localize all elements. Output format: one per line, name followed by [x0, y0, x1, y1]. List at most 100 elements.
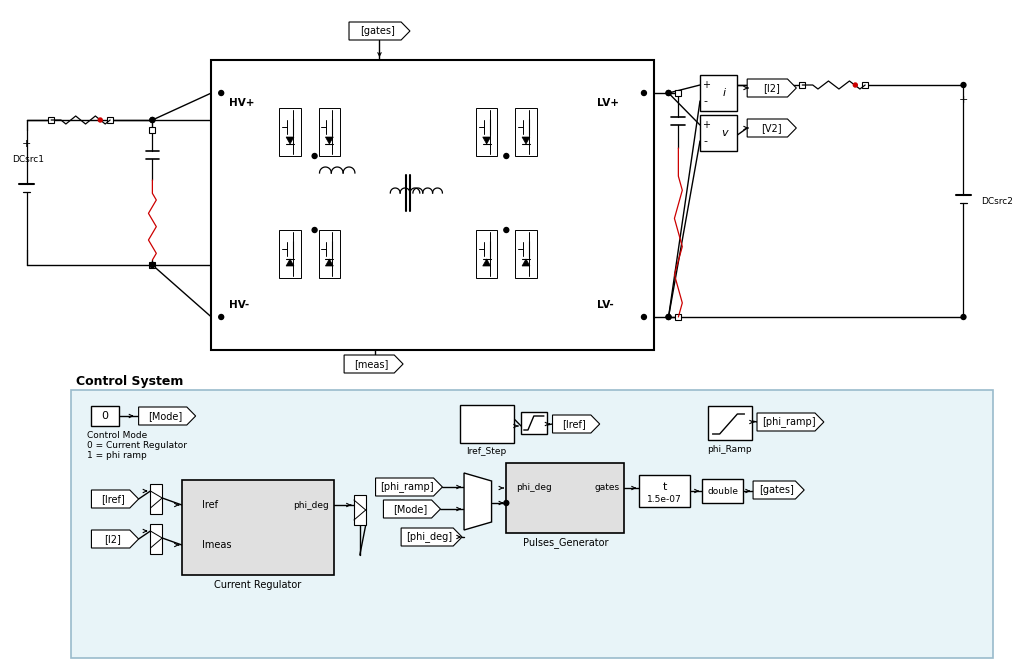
Circle shape	[312, 227, 317, 232]
Text: [V2]: [V2]	[762, 123, 782, 133]
Text: +: +	[702, 80, 710, 90]
Bar	[516, 108, 537, 156]
Bar	[212, 60, 654, 350]
Bar	[151, 484, 163, 514]
Circle shape	[853, 83, 857, 87]
Text: [phi_ramp]: [phi_ramp]	[762, 417, 816, 427]
Bar	[280, 230, 301, 278]
Circle shape	[219, 91, 224, 95]
Text: [phi_deg]: [phi_deg]	[407, 531, 453, 542]
Circle shape	[503, 227, 508, 232]
Bar	[639, 475, 691, 507]
Polygon shape	[92, 490, 138, 508]
Text: HV+: HV+	[229, 98, 254, 108]
Circle shape	[642, 91, 647, 95]
Polygon shape	[383, 500, 440, 518]
Circle shape	[666, 315, 671, 319]
Bar	[700, 115, 737, 151]
Polygon shape	[401, 528, 462, 546]
Polygon shape	[483, 137, 490, 144]
Text: [Mode]: [Mode]	[148, 411, 182, 421]
Polygon shape	[483, 259, 490, 266]
Bar	[476, 230, 497, 278]
Circle shape	[642, 315, 647, 319]
Circle shape	[149, 262, 155, 268]
Bar	[708, 406, 753, 440]
Circle shape	[961, 315, 966, 319]
Text: Control System: Control System	[75, 376, 183, 389]
Polygon shape	[375, 478, 442, 496]
Bar	[318, 230, 340, 278]
Bar	[460, 405, 515, 443]
Text: +: +	[959, 95, 968, 105]
Text: +: +	[21, 139, 32, 149]
Text: [Mode]: [Mode]	[393, 504, 427, 514]
Polygon shape	[522, 259, 530, 266]
Polygon shape	[325, 137, 334, 144]
Polygon shape	[753, 481, 804, 499]
Polygon shape	[757, 413, 824, 431]
Text: phi_deg: phi_deg	[294, 501, 330, 509]
Text: [gates]: [gates]	[760, 485, 794, 495]
Text: gates: gates	[594, 484, 619, 493]
Circle shape	[312, 154, 317, 158]
Text: [I2]: [I2]	[764, 83, 780, 93]
Text: [I2]: [I2]	[105, 534, 121, 544]
Polygon shape	[552, 415, 600, 433]
Polygon shape	[325, 259, 334, 266]
Polygon shape	[747, 79, 796, 97]
Bar	[675, 314, 681, 320]
Text: Pulses_Generator: Pulses_Generator	[523, 537, 608, 548]
Circle shape	[503, 154, 508, 158]
Text: -: -	[704, 136, 708, 146]
Polygon shape	[138, 407, 195, 425]
Bar	[799, 82, 805, 88]
Circle shape	[666, 315, 671, 319]
Text: DCsrc1: DCsrc1	[12, 156, 44, 164]
Text: phi_deg: phi_deg	[517, 484, 552, 493]
Text: [gates]: [gates]	[360, 26, 395, 36]
Bar	[92, 406, 119, 426]
Circle shape	[149, 117, 155, 123]
Polygon shape	[349, 22, 410, 40]
Circle shape	[666, 91, 671, 95]
Bar	[318, 108, 340, 156]
Text: 0: 0	[102, 411, 109, 421]
Text: [Iref]: [Iref]	[562, 419, 586, 429]
Bar	[700, 75, 737, 111]
Polygon shape	[747, 119, 796, 137]
Bar	[702, 479, 743, 503]
Bar	[516, 230, 537, 278]
Bar	[182, 480, 335, 575]
Text: -: -	[704, 96, 708, 106]
Bar	[149, 127, 156, 133]
Circle shape	[503, 501, 508, 505]
Bar	[280, 108, 301, 156]
Circle shape	[219, 315, 224, 319]
Text: 1.5e-07: 1.5e-07	[647, 495, 682, 505]
Text: Iref_Step: Iref_Step	[467, 448, 506, 456]
Text: HV-: HV-	[229, 300, 249, 310]
Text: Iref: Iref	[201, 500, 218, 510]
Text: double: double	[707, 486, 738, 495]
Circle shape	[99, 118, 103, 122]
Bar	[675, 90, 681, 96]
Circle shape	[149, 262, 155, 268]
Text: [meas]: [meas]	[355, 359, 388, 369]
Text: LV-: LV-	[597, 300, 613, 310]
Bar	[71, 390, 993, 658]
Bar	[476, 108, 497, 156]
Bar	[506, 463, 624, 533]
Text: t: t	[662, 482, 667, 492]
Text: Imeas: Imeas	[201, 540, 231, 550]
Polygon shape	[464, 473, 491, 530]
Bar	[354, 495, 366, 525]
Text: 0 = Current Regulator: 0 = Current Regulator	[86, 442, 186, 450]
Bar	[107, 117, 113, 123]
Bar	[151, 524, 163, 554]
Text: 1 = phi ramp: 1 = phi ramp	[86, 452, 146, 460]
Polygon shape	[286, 259, 294, 266]
Bar	[862, 82, 869, 88]
Text: LV+: LV+	[597, 98, 618, 108]
Polygon shape	[522, 137, 530, 144]
